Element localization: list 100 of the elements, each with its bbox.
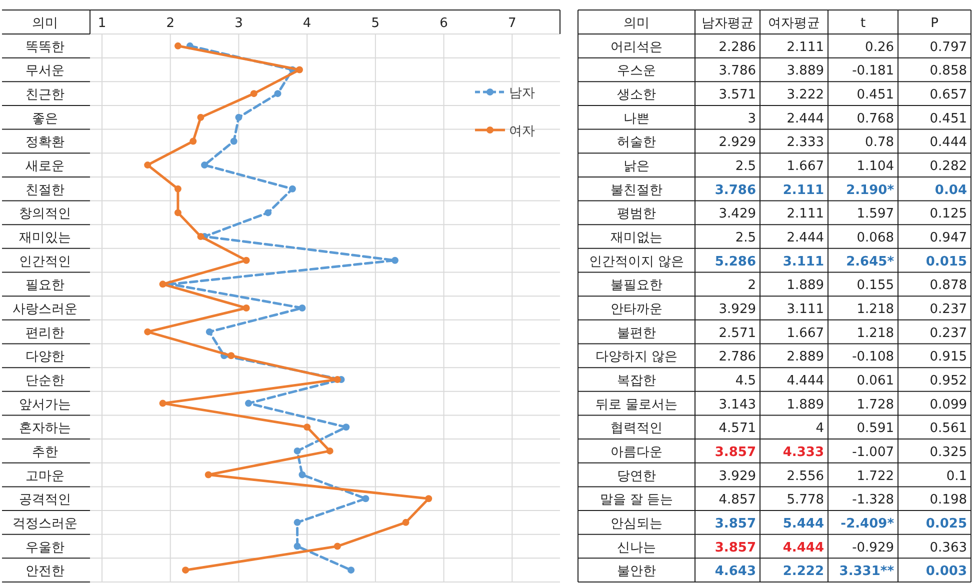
y-tick-label: 새로운 <box>26 159 64 174</box>
y-tick-label: 편리한 <box>26 326 64 341</box>
point <box>230 138 238 145</box>
y-tick-label: 무서운 <box>26 64 64 79</box>
text: 2.111 <box>782 182 824 198</box>
text: 2.929 <box>718 135 756 150</box>
legend-label: 여자 <box>509 124 535 139</box>
point <box>402 518 410 526</box>
point <box>294 447 301 454</box>
text: 3.111 <box>786 302 824 317</box>
y-tick-label: 필요한 <box>26 278 64 294</box>
text: 4.444 <box>786 373 824 388</box>
text: 0.591 <box>856 421 894 436</box>
point <box>334 542 341 550</box>
text: 1.218 <box>856 302 894 317</box>
text: 0.099 <box>930 397 967 412</box>
category-label: 불필요한 <box>610 278 662 294</box>
text: 1.104 <box>856 159 894 174</box>
text: 2.556 <box>786 468 824 484</box>
text: 3.222 <box>786 88 824 103</box>
text: 0.125 <box>930 206 967 222</box>
category-label: P <box>930 16 939 31</box>
text: 3.786 <box>714 182 756 198</box>
text: -1.328 <box>852 492 894 508</box>
category-label: 생소한 <box>617 88 656 103</box>
category-label: 복잡한 <box>617 373 656 388</box>
text: 2.111 <box>786 206 824 222</box>
text: -0.108 <box>852 350 894 365</box>
x-tick-label: 3 <box>234 16 243 31</box>
text: 0.797 <box>930 40 967 55</box>
category-label: 평범한 <box>617 206 656 222</box>
point <box>159 400 166 407</box>
y-tick-label: 추한 <box>32 444 58 460</box>
category-label: 불편한 <box>617 326 656 341</box>
point <box>391 256 398 264</box>
category-label: 신나는 <box>617 540 656 556</box>
category-label: 어리석은 <box>610 40 662 55</box>
y-tick-label: 혼자하는 <box>19 421 71 436</box>
point <box>244 400 252 407</box>
text: -1.007 <box>852 444 894 460</box>
point <box>288 185 296 192</box>
category-label: 아름다운 <box>610 444 662 460</box>
text: 3.929 <box>718 468 756 484</box>
text: 3.331** <box>839 564 894 580</box>
text: 2.444 <box>786 230 824 246</box>
y-tick-label: 친절한 <box>26 182 64 198</box>
category-label: 허술한 <box>617 135 656 150</box>
point <box>296 66 303 74</box>
text: 0.325 <box>930 444 967 460</box>
y-tick-label: 걱정스러운 <box>12 516 78 532</box>
text: -0.929 <box>852 540 894 556</box>
text: 1.218 <box>856 326 894 341</box>
text: 1.728 <box>856 397 894 412</box>
text: 4.333 <box>782 444 824 460</box>
point <box>174 185 182 192</box>
x-tick-label: 4 <box>302 16 312 31</box>
y-tick-label: 공격적인 <box>19 492 71 508</box>
category-label: 불친절한 <box>610 182 662 198</box>
text: 1.667 <box>786 326 824 341</box>
category-label: t <box>860 16 866 31</box>
text: 2 <box>748 278 756 294</box>
point <box>264 209 272 216</box>
point <box>197 114 204 121</box>
text: 1.889 <box>786 278 824 294</box>
text: 0.947 <box>930 230 967 246</box>
text: 3.571 <box>718 88 756 103</box>
point <box>425 495 432 502</box>
category-label: 낡은 <box>624 159 650 174</box>
point <box>174 209 182 216</box>
text: 3.889 <box>786 64 824 79</box>
text: 0.451 <box>856 88 894 103</box>
text: 4.857 <box>718 492 756 508</box>
text: 0.768 <box>856 111 894 126</box>
text: 0.915 <box>930 350 967 365</box>
text: 4 <box>816 421 824 436</box>
text: 2.190* <box>846 182 894 198</box>
y-tick-label: 창의적인 <box>19 206 71 222</box>
legend-label: 남자 <box>509 86 535 101</box>
text: 0.068 <box>856 230 894 246</box>
category-label: 여자평균 <box>768 16 820 31</box>
text: 0.952 <box>930 373 967 388</box>
text: 0.04 <box>934 182 967 198</box>
point <box>342 424 350 431</box>
text: 2.5 <box>735 230 756 246</box>
text: 2.222 <box>782 564 824 580</box>
text: 4.643 <box>714 564 756 580</box>
point <box>235 114 242 121</box>
text: 5.444 <box>782 516 824 532</box>
y-tick-label: 사랑스러운 <box>12 302 78 317</box>
category-label: 불안한 <box>617 564 656 580</box>
point <box>242 304 250 312</box>
category-label: 당연한 <box>617 468 656 484</box>
category-label: 협력적인 <box>610 421 662 436</box>
text: 0.015 <box>926 254 967 270</box>
text: 0.237 <box>930 302 967 317</box>
point <box>326 447 334 454</box>
point <box>201 162 208 169</box>
text: 3 <box>748 111 756 126</box>
text: 3.429 <box>718 206 756 222</box>
x-tick-label: 2 <box>166 16 174 31</box>
